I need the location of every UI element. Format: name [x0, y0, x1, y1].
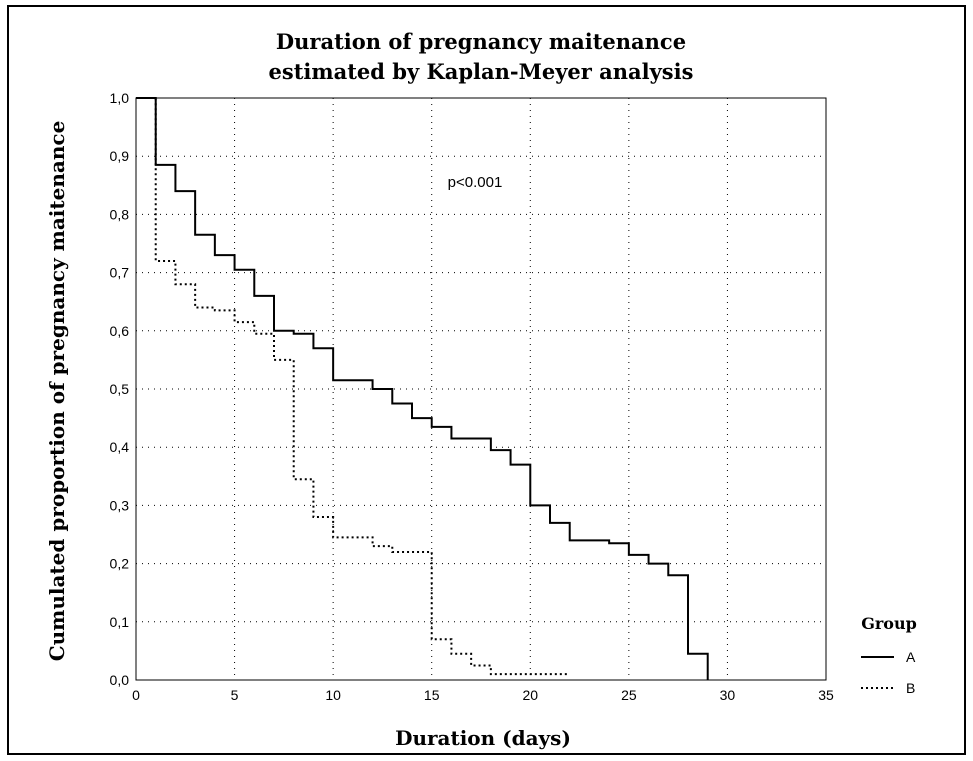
p-value-annotation: p<0.001: [448, 174, 503, 191]
x-tick-label: 35: [818, 687, 834, 703]
series-b-line: [136, 97, 570, 676]
y-tick-label: 0,8: [110, 206, 130, 222]
series-layer: [136, 97, 709, 680]
legend-label-a: A: [906, 649, 916, 665]
y-tick-label: 0,6: [110, 323, 130, 339]
y-tick-label: 0,7: [110, 265, 130, 281]
x-axis-title: Duration (days): [395, 726, 571, 750]
chart-frame: Duration of pregnancy maitenance estimat…: [7, 5, 966, 755]
axis-ticks: 0 5 10 15 20 25 30 35 0,0 0,1 0,2 0,3 0,4 0,5 0,6 0,7 0,…: [110, 90, 834, 703]
y-tick-label: 0,5: [110, 381, 130, 397]
y-tick-label: 0,0: [110, 672, 130, 688]
legend: Group A B: [861, 614, 917, 696]
y-tick-label: 0,3: [110, 497, 130, 513]
x-tick-label: 25: [621, 687, 637, 703]
x-tick-label: 0: [132, 687, 140, 703]
chart-title: Duration of pregnancy maitenance: [276, 29, 686, 54]
x-tick-label: 15: [424, 687, 440, 703]
legend-title: Group: [861, 614, 917, 633]
x-tick-label: 30: [720, 687, 736, 703]
y-tick-label: 0,4: [110, 439, 130, 455]
x-tick-label: 20: [522, 687, 538, 703]
y-tick-label: 0,2: [110, 556, 130, 572]
x-tick-label: 10: [325, 687, 341, 703]
y-tick-label: 0,9: [110, 148, 130, 164]
grid: [136, 98, 826, 680]
y-axis-title: Cumulated proportion of pregnancy maiten…: [45, 121, 69, 662]
y-tick-label: 0,1: [110, 614, 130, 630]
plot-area: [135, 97, 827, 681]
series-a-line: [136, 97, 709, 680]
x-tick-label: 5: [231, 687, 239, 703]
y-tick-label: 1,0: [110, 90, 130, 106]
chart-subtitle: estimated by Kaplan-Meyer analysis: [269, 59, 694, 84]
legend-label-b: B: [906, 680, 915, 696]
km-chart: Duration of pregnancy maitenance estimat…: [45, 29, 917, 750]
